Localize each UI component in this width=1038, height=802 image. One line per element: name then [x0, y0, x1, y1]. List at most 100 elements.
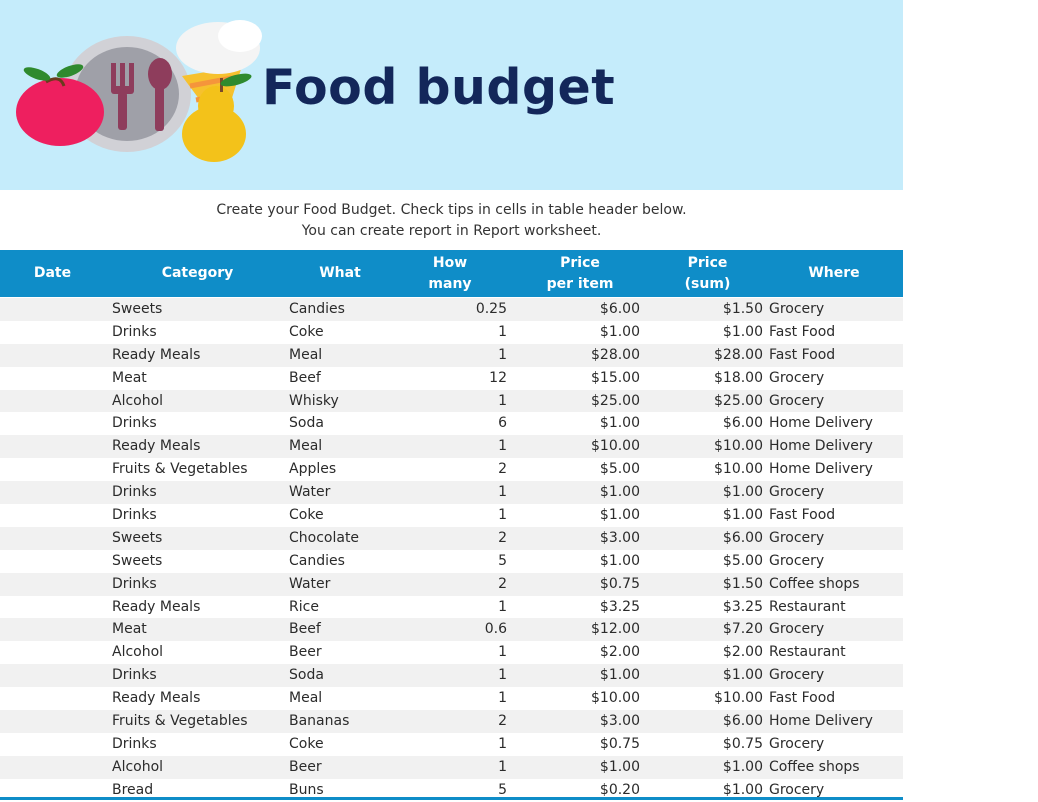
what-cell[interactable]: Meal: [289, 346, 323, 363]
price-sum-cell[interactable]: $1.00: [722, 781, 763, 798]
what-cell[interactable]: Coke: [289, 323, 324, 340]
how-many-cell[interactable]: 5: [498, 781, 507, 798]
price-per-item-cell[interactable]: $10.00: [591, 438, 640, 455]
category-cell[interactable]: Drinks: [112, 575, 157, 592]
price-sum-cell[interactable]: $18.00: [714, 369, 763, 386]
category-cell[interactable]: Sweets: [112, 301, 163, 317]
price-sum-cell[interactable]: $5.00: [722, 552, 763, 569]
category-cell[interactable]: Bread: [112, 781, 154, 798]
what-cell[interactable]: Beef: [289, 621, 321, 638]
price-per-item-cell[interactable]: $2.00: [599, 644, 640, 661]
date-cell[interactable]: [30, 710, 102, 733]
what-cell[interactable]: Beer: [289, 758, 322, 775]
how-many-cell[interactable]: 0.6: [484, 621, 507, 638]
date-cell[interactable]: [30, 390, 102, 413]
price-per-item-cell[interactable]: $5.00: [599, 461, 640, 478]
price-per-item-cell[interactable]: $12.00: [591, 621, 640, 638]
price-sum-cell[interactable]: $7.20: [722, 621, 763, 638]
price-sum-cell[interactable]: $1.50: [722, 301, 763, 317]
how-many-cell[interactable]: 2: [498, 529, 507, 546]
where-cell[interactable]: Grocery: [769, 529, 825, 546]
price-sum-cell[interactable]: $2.00: [722, 644, 763, 661]
where-cell[interactable]: Coffee shops: [769, 758, 860, 775]
where-cell[interactable]: Restaurant: [769, 644, 846, 661]
category-cell[interactable]: Drinks: [112, 415, 157, 432]
date-cell[interactable]: [30, 321, 102, 344]
how-many-cell[interactable]: 6: [498, 415, 507, 432]
where-cell[interactable]: Restaurant: [769, 598, 846, 615]
price-per-item-cell[interactable]: $25.00: [591, 392, 640, 409]
category-cell[interactable]: Ready Meals: [112, 438, 201, 455]
category-cell[interactable]: Meat: [112, 369, 147, 386]
price-per-item-cell[interactable]: $0.20: [599, 781, 640, 798]
date-cell[interactable]: [30, 367, 102, 390]
column-header-category[interactable]: Category: [105, 250, 290, 297]
date-cell[interactable]: [30, 435, 102, 458]
how-many-cell[interactable]: 1: [498, 690, 507, 707]
price-per-item-cell[interactable]: $1.00: [599, 758, 640, 775]
how-many-cell[interactable]: 1: [498, 758, 507, 775]
where-cell[interactable]: Grocery: [769, 369, 825, 386]
date-cell[interactable]: [30, 618, 102, 641]
price-per-item-cell[interactable]: $1.00: [599, 323, 640, 340]
where-cell[interactable]: Grocery: [769, 621, 825, 638]
price-sum-cell[interactable]: $3.25: [722, 598, 763, 615]
price-per-item-cell[interactable]: $1.00: [599, 415, 640, 432]
date-cell[interactable]: [30, 756, 102, 779]
how-many-cell[interactable]: 1: [498, 667, 507, 684]
category-cell[interactable]: Fruits & Vegetables: [112, 461, 248, 478]
price-sum-cell[interactable]: $10.00: [714, 690, 763, 707]
where-cell[interactable]: Home Delivery: [769, 415, 873, 432]
category-cell[interactable]: Ready Meals: [112, 346, 201, 363]
price-per-item-cell[interactable]: $6.00: [599, 301, 640, 317]
date-cell[interactable]: [30, 596, 102, 619]
category-cell[interactable]: Meat: [112, 621, 147, 638]
price-sum-cell[interactable]: $0.75: [722, 735, 763, 752]
price-sum-cell[interactable]: $6.00: [722, 529, 763, 546]
column-header-date[interactable]: Date: [0, 250, 105, 297]
what-cell[interactable]: Coke: [289, 735, 324, 752]
what-cell[interactable]: Water: [289, 575, 331, 592]
what-cell[interactable]: Candies: [289, 301, 345, 317]
price-sum-cell[interactable]: $1.50: [722, 575, 763, 592]
what-cell[interactable]: Buns: [289, 781, 324, 798]
how-many-cell[interactable]: 1: [498, 438, 507, 455]
price-per-item-cell[interactable]: $10.00: [591, 690, 640, 707]
price-per-item-cell[interactable]: $28.00: [591, 346, 640, 363]
where-cell[interactable]: Grocery: [769, 484, 825, 501]
category-cell[interactable]: Drinks: [112, 667, 157, 684]
category-cell[interactable]: Alcohol: [112, 392, 164, 409]
where-cell[interactable]: Coffee shops: [769, 575, 860, 592]
price-sum-cell[interactable]: $28.00: [714, 346, 763, 363]
where-cell[interactable]: Home Delivery: [769, 461, 873, 478]
date-cell[interactable]: [30, 550, 102, 573]
what-cell[interactable]: Meal: [289, 690, 323, 707]
price-sum-cell[interactable]: $1.00: [722, 667, 763, 684]
column-header-what[interactable]: What: [290, 250, 390, 297]
how-many-cell[interactable]: 5: [498, 552, 507, 569]
price-per-item-cell[interactable]: $3.00: [599, 529, 640, 546]
category-cell[interactable]: Sweets: [112, 529, 163, 546]
where-cell[interactable]: Fast Food: [769, 507, 836, 524]
how-many-cell[interactable]: 1: [498, 644, 507, 661]
how-many-cell[interactable]: 1: [498, 392, 507, 409]
price-per-item-cell[interactable]: $1.00: [599, 552, 640, 569]
category-cell[interactable]: Sweets: [112, 552, 163, 569]
price-sum-cell[interactable]: $6.00: [722, 713, 763, 730]
how-many-cell[interactable]: 1: [498, 507, 507, 524]
where-cell[interactable]: Fast Food: [769, 323, 836, 340]
date-cell[interactable]: [30, 664, 102, 687]
what-cell[interactable]: Rice: [289, 598, 319, 615]
price-per-item-cell[interactable]: $3.25: [599, 598, 640, 615]
date-cell[interactable]: [30, 504, 102, 527]
what-cell[interactable]: Soda: [289, 667, 324, 684]
price-per-item-cell[interactable]: $3.00: [599, 713, 640, 730]
where-cell[interactable]: Home Delivery: [769, 713, 873, 730]
price-sum-cell[interactable]: $1.00: [722, 484, 763, 501]
where-cell[interactable]: Grocery: [769, 301, 825, 317]
date-cell[interactable]: [30, 687, 102, 710]
column-header-where[interactable]: Where: [765, 250, 903, 297]
category-cell[interactable]: Drinks: [112, 323, 157, 340]
where-cell[interactable]: Grocery: [769, 667, 825, 684]
date-cell[interactable]: [30, 573, 102, 596]
